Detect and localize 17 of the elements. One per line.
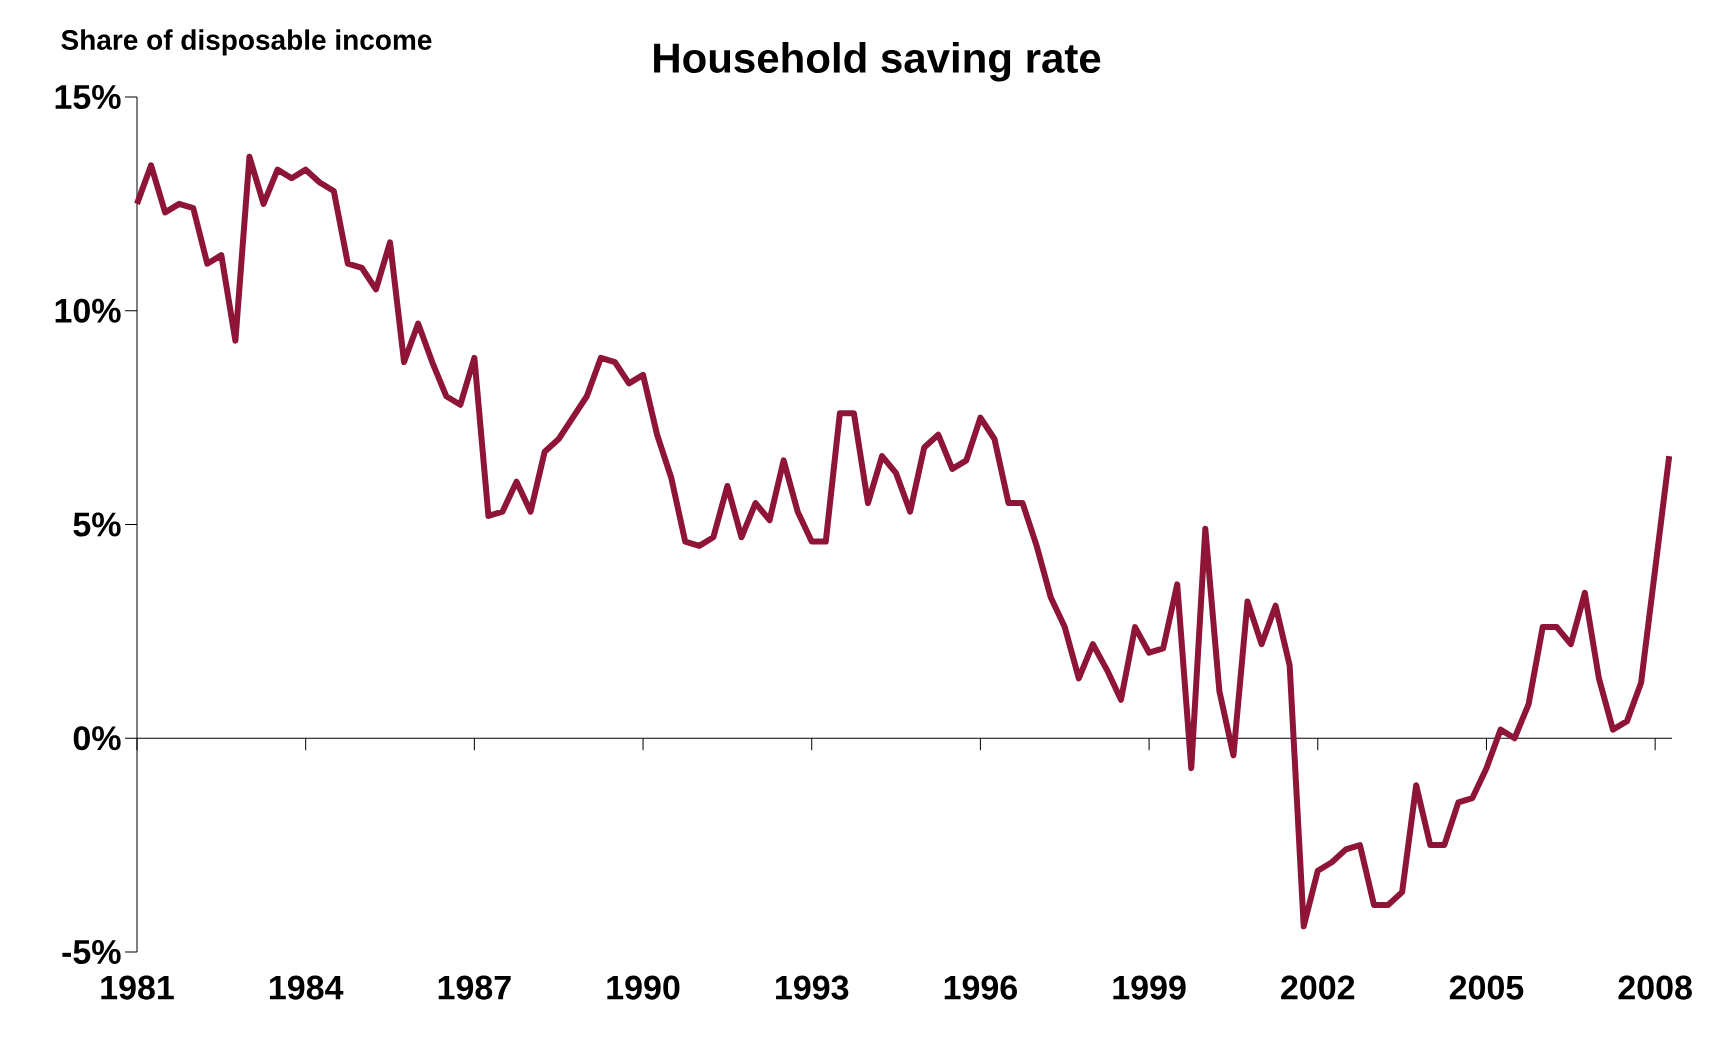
x-tick-label: 2005 — [1449, 975, 1524, 1000]
y-tick-label: 5% — [73, 512, 121, 537]
x-tick-label: 1984 — [270, 975, 344, 1000]
x-tick-label: 1981 — [101, 975, 174, 1000]
x-tick-label: 1993 — [776, 975, 849, 1000]
x-tick-label: 1987 — [438, 975, 511, 1000]
x-tick-label: 1999 — [1113, 975, 1186, 1000]
x-tick-label: 2008 — [1618, 975, 1692, 1000]
y-tick-label: 10% — [55, 298, 121, 323]
y-tick-label: 0% — [73, 726, 121, 751]
y-tick-label: 15% — [55, 85, 121, 109]
y-axis-title: Share of disposable income — [61, 29, 432, 56]
x-tick-label: 1996 — [944, 975, 1017, 1000]
chart-title: Household saving rate — [654, 42, 1101, 82]
y-tick-label: -5% — [62, 940, 121, 964]
x-tick-label: 1990 — [607, 975, 680, 1000]
x-tick-label: 2002 — [1281, 975, 1355, 1000]
